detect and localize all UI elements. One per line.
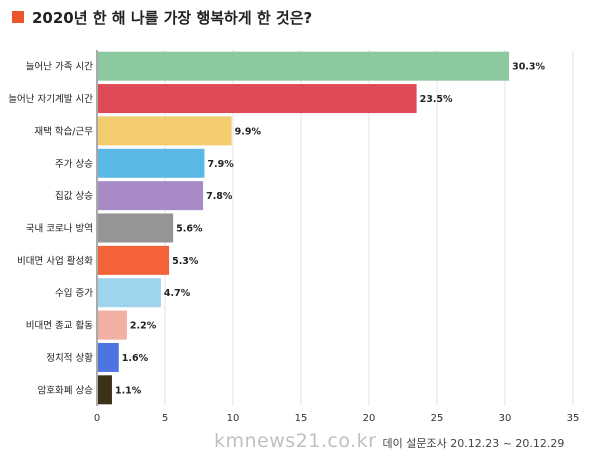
value-label: 9.9% xyxy=(235,126,262,137)
category-label: 비대면 사업 활성화 xyxy=(17,255,93,267)
survey-source: 데이 설문조사 20.12.23 ~ 20.12.29 xyxy=(382,437,565,450)
value-label: 5.6% xyxy=(176,224,203,235)
bar xyxy=(98,148,205,178)
category-label: 수입 증가 xyxy=(55,287,93,299)
x-tick-label: 10 xyxy=(227,413,240,424)
value-label: 1.6% xyxy=(122,353,149,364)
x-tick-label: 35 xyxy=(567,413,580,424)
bar xyxy=(98,245,170,275)
value-label: 5.3% xyxy=(172,256,199,267)
category-label: 늘어난 자기계발 시간 xyxy=(8,93,93,105)
category-label: 집값 상승 xyxy=(55,190,93,202)
bar xyxy=(98,310,127,340)
bar xyxy=(98,51,510,81)
bar xyxy=(98,116,232,146)
value-label: 1.1% xyxy=(115,385,142,396)
category-label: 늘어난 가족 시간 xyxy=(26,62,93,73)
x-tick-label: 5 xyxy=(162,413,168,424)
value-label: 7.9% xyxy=(207,159,234,170)
chart-title-group: 2020년 한 해 나를 가장 행복하게 한 것은? xyxy=(12,6,312,28)
title-marker-square xyxy=(12,11,24,23)
category-label: 주가 상승 xyxy=(55,159,93,170)
bar xyxy=(98,213,174,243)
bar xyxy=(98,181,204,211)
bar xyxy=(98,84,417,114)
value-label: 23.5% xyxy=(420,94,453,105)
category-label: 재택 학습/근무 xyxy=(34,126,93,137)
site-watermark: kmnews21.co.kr xyxy=(214,430,377,452)
value-label: 4.7% xyxy=(164,288,191,299)
category-label: 정치적 상황 xyxy=(46,352,93,364)
bar xyxy=(98,278,161,308)
x-tick-label: 0 xyxy=(94,413,100,424)
x-tick-label: 30 xyxy=(499,413,512,424)
x-tick-label: 15 xyxy=(295,413,308,424)
value-label: 2.2% xyxy=(130,321,157,332)
category-label: 암호화폐 상승 xyxy=(38,384,94,396)
chart-footer: kmnews21.co.kr 데이 설문조사 20.12.23 ~ 20.12.… xyxy=(214,430,564,454)
bar xyxy=(98,375,112,405)
x-tick-label: 25 xyxy=(431,413,444,424)
chart-title: 2020년 한 해 나를 가장 행복하게 한 것은? xyxy=(32,8,313,27)
value-label: 7.8% xyxy=(206,191,233,202)
x-tick-label: 20 xyxy=(363,413,376,424)
bar xyxy=(98,342,119,372)
category-label: 국내 코로나 방역 xyxy=(26,224,93,235)
value-label: 30.3% xyxy=(512,62,545,73)
category-label: 비대면 종교 활동 xyxy=(26,320,93,332)
